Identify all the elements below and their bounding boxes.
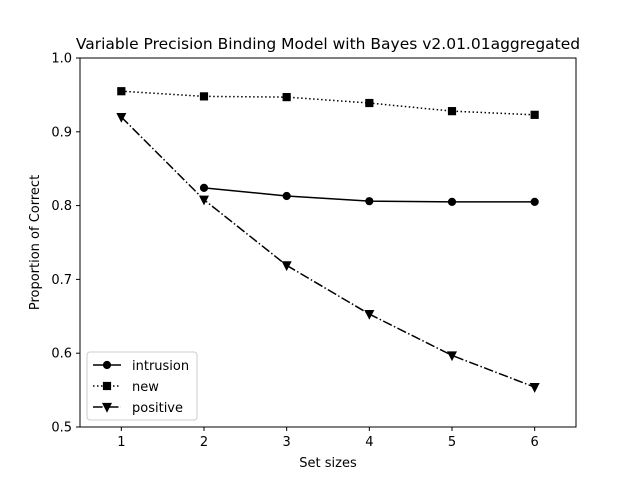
series-positive bbox=[116, 112, 540, 393]
x-tick-label: 6 bbox=[531, 435, 539, 450]
legend-marker bbox=[102, 360, 112, 370]
data-point-intrusion bbox=[199, 183, 209, 192]
data-point-intrusion bbox=[365, 197, 374, 206]
legend-label: intrusion bbox=[132, 359, 189, 374]
y-tick-label: 0.8 bbox=[51, 199, 72, 214]
series-layer bbox=[116, 87, 540, 393]
x-tick-label: 5 bbox=[448, 435, 456, 450]
y-tick-label: 0.6 bbox=[51, 347, 72, 362]
plot-frame bbox=[79, 57, 577, 428]
data-point-new bbox=[530, 110, 539, 119]
legend-marker bbox=[101, 402, 113, 413]
data-point-intrusion bbox=[282, 191, 291, 201]
series-line-new bbox=[121, 90, 535, 116]
data-point-positive bbox=[116, 112, 127, 123]
x-axis: 1 2 3 4 5 6 bbox=[117, 427, 539, 450]
data-point-positive bbox=[281, 261, 292, 272]
x-tick-label: 4 bbox=[365, 435, 373, 450]
data-point-new bbox=[199, 92, 209, 101]
y-tick-label: 0.5 bbox=[51, 421, 72, 436]
data-point-positive bbox=[446, 351, 458, 362]
y-axis-label: Proportion of Correct bbox=[28, 175, 43, 310]
series-new bbox=[117, 87, 539, 119]
y-tick-label: 0.9 bbox=[51, 125, 72, 140]
data-point-intrusion bbox=[530, 197, 539, 207]
legend-item-positive: positive bbox=[93, 401, 183, 416]
data-point-positive bbox=[529, 383, 540, 393]
legend-item-new: new bbox=[93, 380, 159, 395]
legend-label: positive bbox=[132, 401, 183, 416]
data-point-intrusion bbox=[447, 197, 457, 207]
legend-item-intrusion: intrusion bbox=[93, 359, 189, 374]
x-tick-label: 2 bbox=[200, 435, 208, 450]
y-axis: 0.5 0.6 0.7 0.8 0.9 1.0 bbox=[51, 52, 80, 436]
data-point-new bbox=[117, 87, 126, 96]
legend-marker bbox=[102, 381, 112, 391]
series-line-positive bbox=[120, 116, 535, 388]
legend-label: new bbox=[132, 380, 159, 395]
data-point-new bbox=[282, 93, 291, 102]
x-tick-label: 1 bbox=[117, 435, 125, 450]
chart-title: Variable Precision Binding Model with Ba… bbox=[76, 35, 580, 53]
x-axis-label: Set sizes bbox=[299, 456, 357, 471]
data-point-positive bbox=[198, 195, 210, 206]
data-point-new bbox=[447, 107, 457, 116]
y-tick-label: 0.7 bbox=[51, 273, 72, 288]
data-point-positive bbox=[364, 309, 375, 320]
legend: intrusion new positive bbox=[86, 351, 198, 421]
series-intrusion bbox=[199, 183, 539, 207]
data-point-new bbox=[365, 98, 374, 108]
x-tick-label: 3 bbox=[283, 435, 291, 450]
y-tick-label: 1.0 bbox=[51, 52, 72, 67]
legend-box bbox=[86, 351, 198, 421]
